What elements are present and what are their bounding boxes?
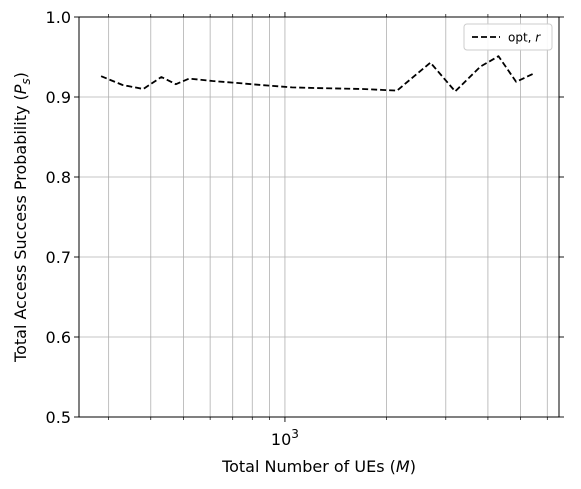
plot-frame xyxy=(78,16,560,418)
y-tick-label: 0.7 xyxy=(46,248,71,267)
series-layer xyxy=(100,55,534,93)
series-line-0 xyxy=(100,55,534,93)
y-tick-label: 0.5 xyxy=(46,408,71,427)
y-tick-label: 1.0 xyxy=(46,8,71,27)
y-axis-label: Total Access Success Probability (Ps​) xyxy=(11,72,33,363)
y-tick-label: 0.8 xyxy=(46,168,71,187)
label-layer: 0.5 0.6 0.7 0.8 0.9 1.0 103​ Total Number of UE… xyxy=(11,8,416,476)
y-tick-label: 0.9 xyxy=(46,88,71,107)
y-tick-label: 0.6 xyxy=(46,328,71,347)
tick-layer xyxy=(74,12,564,422)
grid-layer xyxy=(79,16,559,418)
legend-box xyxy=(463,23,553,51)
legend: opt, r xyxy=(463,23,553,51)
legend-label-0: opt, r xyxy=(508,31,541,45)
x-axis-label: Total Number of UEs (M) xyxy=(221,457,416,476)
x-tick-label: 103​ xyxy=(271,427,299,449)
